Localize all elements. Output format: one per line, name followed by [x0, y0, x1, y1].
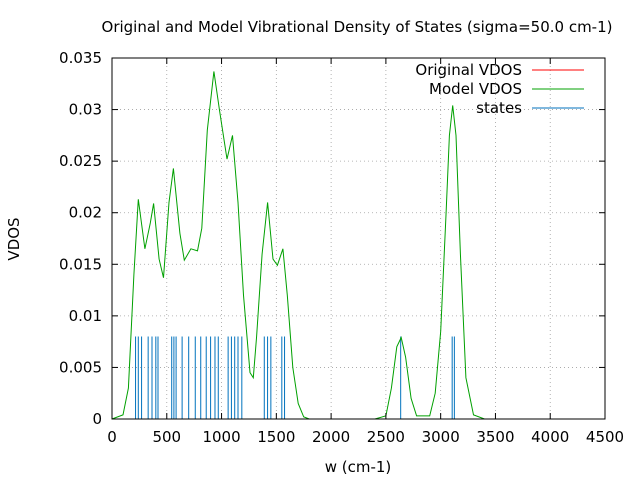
x-tick-label: 4000: [531, 428, 569, 446]
chart-title: Original and Model Vibrational Density o…: [102, 18, 613, 36]
y-tick-label: 0.015: [59, 255, 102, 273]
plot-frame: [111, 57, 606, 420]
y-tick-label: 0.035: [59, 49, 102, 67]
x-tick-label: 1500: [257, 428, 295, 446]
x-axis-label: w (cm-1): [325, 458, 392, 476]
x-tick-label: 0: [107, 428, 117, 446]
x-tick-label: 3000: [422, 428, 460, 446]
y-tick-label: 0.025: [59, 152, 102, 170]
x-tick-label: 500: [152, 428, 181, 446]
x-tick-label: 3500: [476, 428, 514, 446]
grid-lines: [112, 58, 605, 419]
legend-label: Model VDOS: [429, 80, 522, 98]
legend-label: Original VDOS: [415, 61, 522, 79]
x-tick-label: 2500: [367, 428, 405, 446]
y-tick-label: 0.02: [69, 204, 102, 222]
y-tick-label: 0: [92, 410, 102, 428]
axis-ticks: 0 500 1000 1500 2000 2500 3000 3500 4000 4500 0 0.0…: [59, 49, 624, 446]
states-series: [135, 336, 455, 419]
x-tick-label: 4500: [586, 428, 624, 446]
x-tick-label: 1000: [202, 428, 240, 446]
y-axis-label: VDOS: [5, 217, 23, 260]
y-tick-label: 0.01: [69, 307, 102, 325]
legend-label: states: [476, 99, 522, 117]
y-tick-label: 0.03: [69, 101, 102, 119]
x-tick-label: 2000: [312, 428, 350, 446]
model-vdos-line: [111, 71, 584, 420]
y-tick-label: 0.005: [59, 358, 102, 376]
